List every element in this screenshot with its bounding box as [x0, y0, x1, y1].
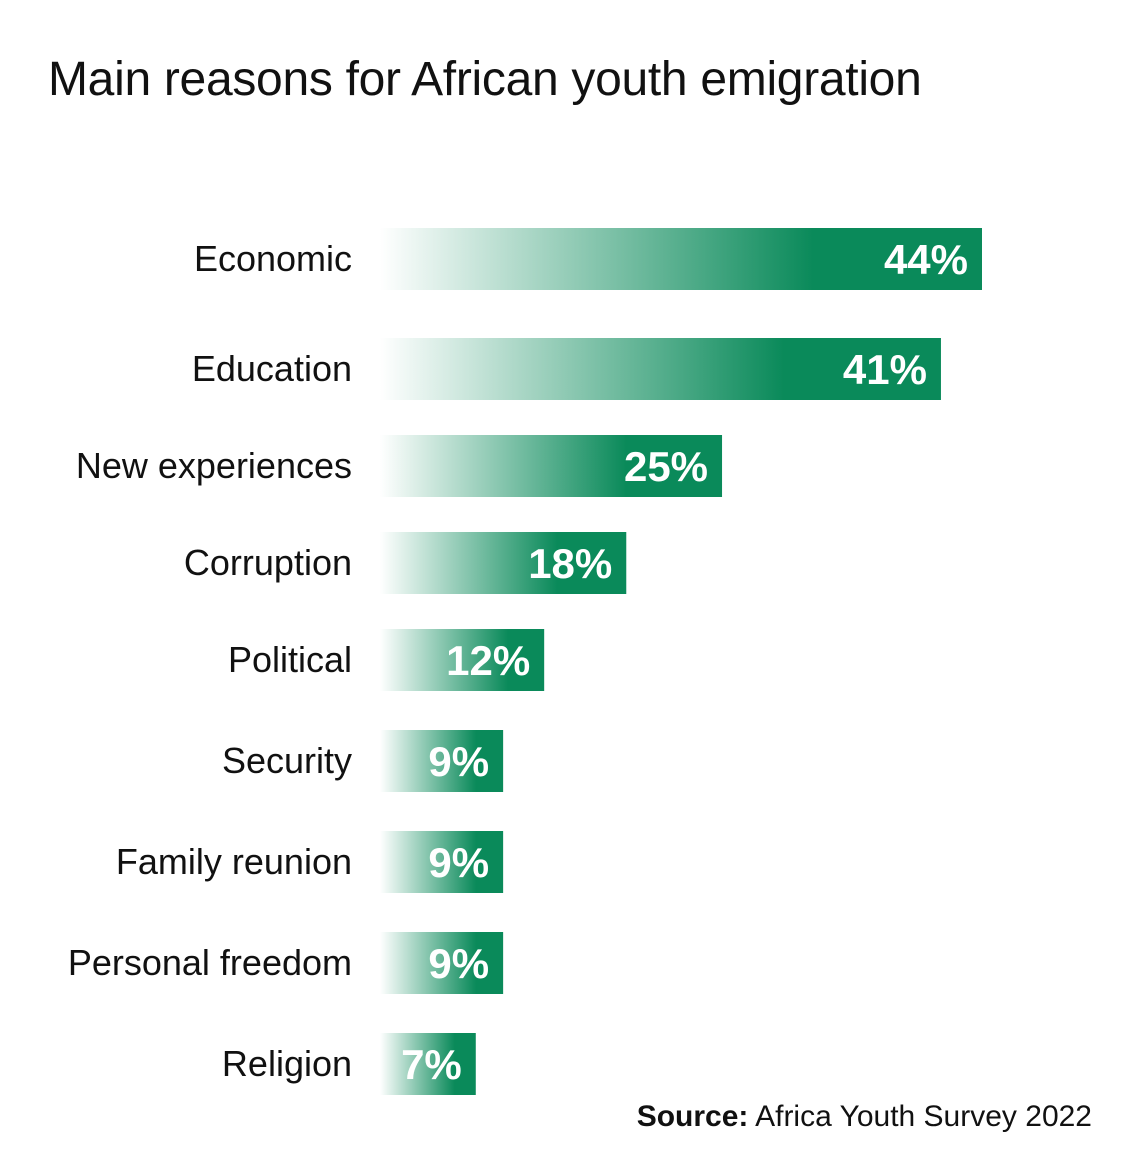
value-label: 41%	[843, 346, 927, 393]
chart-title: Main reasons for African youth emigratio…	[48, 53, 922, 106]
value-label: 44%	[884, 236, 968, 283]
bar	[380, 1033, 476, 1095]
value-label: 25%	[624, 443, 708, 490]
value-label: 12%	[446, 637, 530, 684]
category-label: Security	[222, 740, 352, 781]
category-label: Corruption	[184, 542, 352, 583]
category-label: Political	[228, 639, 352, 680]
bar	[380, 228, 982, 290]
value-label: 9%	[428, 738, 489, 785]
value-label: 9%	[428, 940, 489, 987]
source-note: Source: Africa Youth Survey 2022	[637, 1100, 1092, 1134]
bar	[380, 831, 504, 893]
bar	[380, 338, 941, 400]
bar	[380, 932, 504, 994]
source-text: Africa Youth Survey 2022	[755, 1100, 1092, 1133]
value-label: 7%	[401, 1041, 462, 1088]
bar	[380, 532, 627, 594]
bar	[380, 435, 723, 497]
category-label: Economic	[194, 238, 352, 279]
category-label: Education	[192, 348, 352, 389]
category-label: Family reunion	[116, 841, 352, 882]
value-label: 18%	[528, 540, 612, 587]
value-label: 9%	[428, 839, 489, 886]
bar	[380, 730, 504, 792]
bars-layer: Economic 44% Education 41% New experiences 25…	[68, 228, 982, 1095]
source-label: Source:	[636, 1100, 749, 1133]
category-label: Religion	[222, 1043, 352, 1084]
category-label: Personal freedom	[68, 942, 352, 983]
bar	[380, 629, 545, 691]
category-label: New experiences	[76, 445, 352, 486]
